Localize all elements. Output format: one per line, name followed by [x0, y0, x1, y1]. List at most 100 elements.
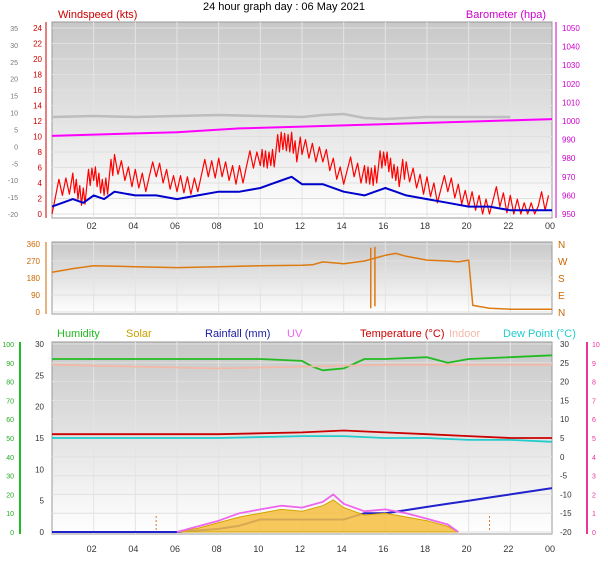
dew-point-c-line	[52, 435, 553, 443]
baro-tick: 960	[562, 191, 576, 200]
wind-tick: 8	[38, 148, 43, 157]
compass-tick: E	[558, 291, 565, 302]
rain-tick: 25	[35, 371, 44, 380]
legend-label: Temperature (°C)	[360, 328, 444, 340]
x-tick-label: 10	[253, 544, 263, 554]
wind-tick: 22	[33, 40, 42, 49]
x-tick-label: 12	[295, 221, 305, 231]
windspeed-line	[51, 131, 550, 215]
rain-tick: 5	[40, 497, 45, 506]
baro-tick: 980	[562, 154, 576, 163]
wind-tick: 14	[33, 102, 42, 111]
uv-tick: 10	[592, 342, 600, 349]
barometer-line	[51, 118, 553, 137]
humidity-tick: 0	[10, 530, 14, 537]
direction-tick: 180	[27, 274, 41, 283]
temp-tick: 5	[560, 434, 565, 443]
uv-tick: 9	[592, 361, 596, 368]
baro-tick: 1030	[562, 61, 580, 70]
wind-outer-tick: -20	[8, 212, 18, 219]
wind-outer-tick: 0	[14, 144, 18, 151]
humidity-tick: 60	[6, 417, 14, 424]
humidity-tick: 40	[6, 455, 14, 462]
temp-tick: -10	[560, 490, 572, 499]
wind-outer-tick: 10	[10, 111, 18, 118]
x-tick-label: 00	[545, 544, 555, 554]
wind-outer-tick: 5	[14, 127, 18, 134]
direction-tick: 270	[27, 257, 41, 266]
x-tick-label: 04	[128, 221, 138, 231]
rain-tick: 15	[35, 434, 44, 443]
x-tick-label: 06	[170, 221, 180, 231]
uv-tick: 8	[592, 380, 596, 387]
temp-tick: 20	[560, 378, 569, 387]
x-tick-label: 22	[503, 221, 513, 231]
x-tick-label: 20	[462, 544, 472, 554]
x-tick-label: 16	[378, 544, 388, 554]
legend-label: Dew Point (°C)	[503, 328, 576, 340]
wind-tick: 6	[38, 164, 43, 173]
x-tick-label: 12	[295, 544, 305, 554]
legend-label: Rainfall (mm)	[205, 328, 270, 340]
compass-tick: N	[558, 308, 565, 319]
rain-tick: 30	[35, 340, 44, 349]
temp-tick: -15	[560, 509, 572, 518]
uv-tick: 2	[592, 492, 596, 499]
temp-tick: -20	[560, 528, 572, 537]
temp-tick: 15	[560, 396, 569, 405]
x-tick-label: 06	[170, 544, 180, 554]
rain-tick: 0	[40, 528, 45, 537]
baro-tick: 950	[562, 210, 576, 219]
x-tick-label: 10	[253, 221, 263, 231]
humidity-tick: 20	[6, 492, 14, 499]
wind-outer-tick: 30	[10, 43, 18, 50]
baro-tick: 970	[562, 173, 576, 182]
x-tick-label: 18	[420, 221, 430, 231]
wind-tick: 20	[33, 55, 42, 64]
wind-outer-tick: 25	[10, 60, 18, 67]
x-tick-label: 14	[337, 221, 347, 231]
uv-tick: 6	[592, 417, 596, 424]
barometer-label: Barometer (hpa)	[466, 9, 546, 21]
legend-label: Indoor	[449, 328, 481, 340]
wind-gust-band	[51, 112, 511, 121]
x-tick-label: 02	[87, 221, 97, 231]
x-tick-label: 08	[212, 221, 222, 231]
temp-tick: 25	[560, 359, 569, 368]
chart-title: 24 hour graph day : 06 May 2021	[203, 1, 365, 13]
uv-tick: 7	[592, 398, 596, 405]
wind-outer-tick: -5	[12, 161, 18, 168]
humidity-tick: 30	[6, 474, 14, 481]
humidity-line	[52, 354, 553, 372]
wind-outer-tick: 35	[10, 26, 18, 33]
wind-tick: 24	[33, 24, 42, 33]
humidity-tick: 100	[2, 342, 14, 349]
compass-tick: N	[558, 240, 565, 251]
direction-tick: 90	[31, 291, 40, 300]
uv-tick: 3	[592, 474, 596, 481]
x-tick-label: 18	[420, 544, 430, 554]
x-tick-label: 22	[503, 544, 513, 554]
wind-tick: 0	[38, 210, 43, 219]
wind-outer-tick: 20	[10, 77, 18, 84]
legend-label: UV	[287, 328, 303, 340]
baro-tick: 1040	[562, 43, 580, 52]
baro-tick: 1050	[562, 24, 580, 33]
humidity-tick: 50	[6, 436, 14, 443]
temp-tick: -5	[560, 472, 568, 481]
uv-tick: 4	[592, 455, 596, 462]
temperature-c-line	[52, 429, 552, 439]
temp-tick: 0	[560, 453, 565, 462]
wind-tick: 10	[33, 133, 42, 142]
rain-tick: 20	[35, 403, 44, 412]
baro-tick: 1010	[562, 98, 580, 107]
x-tick-label: 08	[212, 544, 222, 554]
humidity-tick: 10	[6, 511, 14, 518]
uv-tick: 5	[592, 436, 596, 443]
baro-tick: 1020	[562, 80, 580, 89]
uv-tick: 0	[592, 530, 596, 537]
baro-tick: 990	[562, 136, 576, 145]
wind-tick: 2	[38, 195, 43, 204]
legend-label: Humidity	[57, 328, 100, 340]
